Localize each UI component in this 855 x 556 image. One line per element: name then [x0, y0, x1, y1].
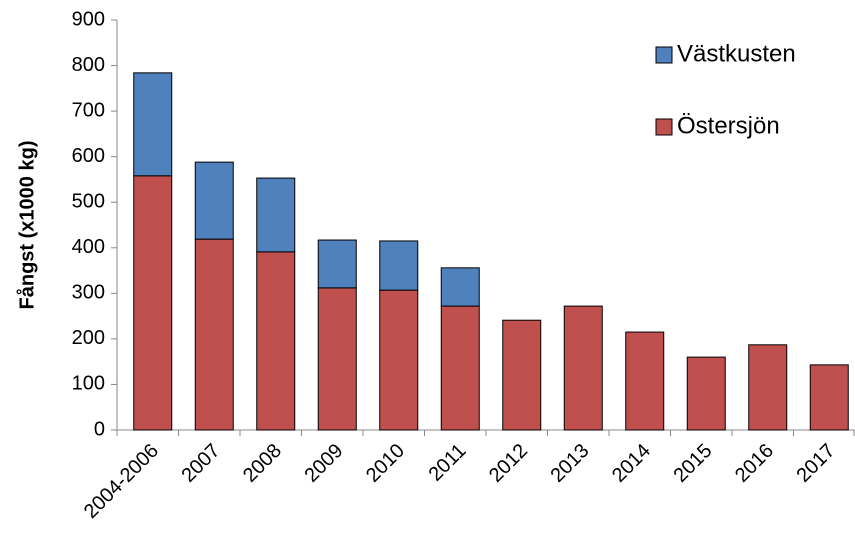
x-tick-label: 2004-2006 [80, 440, 163, 523]
bar-segment [502, 319, 542, 431]
x-tick-label: 2008 [239, 440, 286, 487]
bar-segment [748, 344, 788, 431]
bar-segment [133, 72, 173, 177]
legend-swatch [655, 46, 673, 64]
bar-segment [317, 239, 357, 289]
y-tick-label: 600 [72, 145, 105, 167]
x-tick-label: 2014 [608, 440, 655, 487]
bar-segment [379, 240, 419, 291]
y-tick-label: 500 [72, 191, 105, 213]
bar-segment [625, 331, 665, 431]
bar-segment [440, 305, 480, 431]
y-tick-label: 400 [72, 236, 105, 258]
legend-swatch [655, 118, 673, 136]
y-axis-label: Fångst (x1000 kg) [15, 141, 38, 310]
x-tick-label: 2013 [546, 440, 593, 487]
bar-segment [440, 267, 480, 307]
x-tick-label: 2011 [425, 440, 471, 486]
legend-label: Östersjön [677, 112, 780, 139]
x-tick-label: 2012 [485, 440, 532, 487]
bar-segment [809, 364, 849, 431]
x-tick-label: 2017 [792, 440, 839, 487]
x-tick-label: 2010 [362, 440, 409, 487]
y-tick-label: 100 [72, 373, 105, 395]
bar-segment [133, 175, 173, 431]
bar-segment [317, 287, 357, 431]
y-tick-label: 900 [72, 8, 105, 30]
bar-segment [194, 238, 234, 431]
bar-segment [563, 305, 603, 431]
y-tick-label: 300 [72, 282, 105, 304]
x-tick-label: 2009 [300, 440, 347, 487]
y-tick-label: 200 [72, 327, 105, 349]
x-tick-label: 2007 [177, 440, 224, 487]
y-tick-label: 0 [94, 418, 105, 440]
y-tick-label: 700 [72, 99, 105, 121]
x-tick-label: 2015 [669, 440, 716, 487]
bar-segment [686, 356, 726, 431]
legend-label: Västkusten [677, 40, 796, 67]
y-tick-label: 800 [72, 54, 105, 76]
bar-segment [194, 161, 234, 240]
bar-segment [256, 251, 296, 431]
x-tick-label: 2016 [731, 440, 778, 487]
bar-segment [256, 177, 296, 253]
bar-segment [379, 289, 419, 431]
